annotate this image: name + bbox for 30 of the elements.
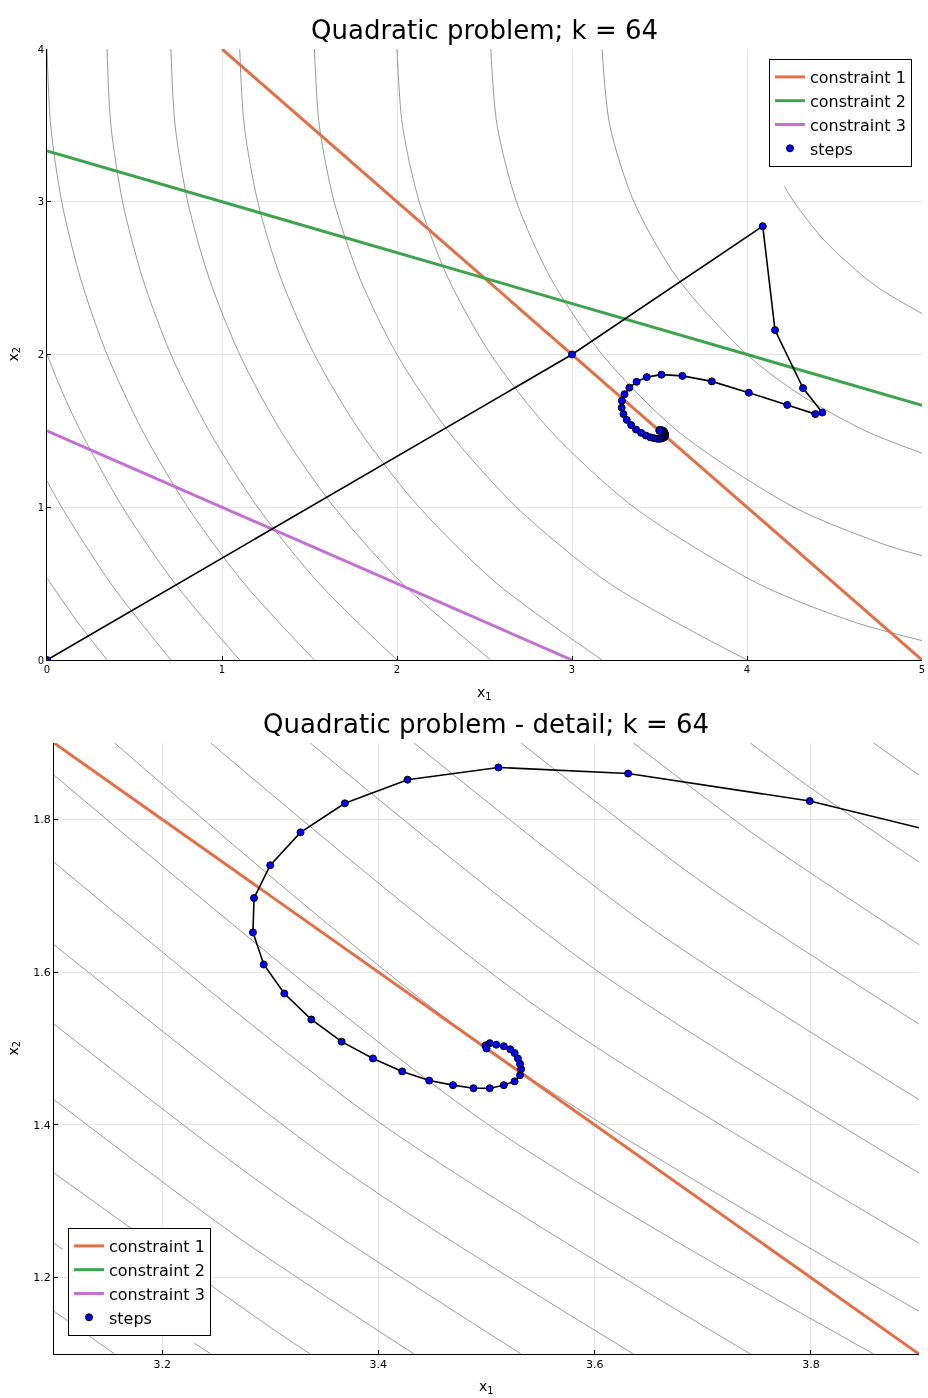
y-tick-label: 0 — [37, 654, 44, 666]
x-tick-label: 3.2 — [153, 1358, 171, 1372]
legend-label: constraint 1 — [109, 1237, 205, 1257]
y-tick-label: 1.4 — [33, 1118, 51, 1132]
x-axis-title: x$_{1}$ — [479, 1378, 494, 1396]
legend-label: steps — [810, 139, 853, 159]
x-tick-label: 5 — [918, 664, 926, 675]
legend-label: constraint 1 — [810, 68, 906, 88]
chart-title: Quadratic problem - detail; k = 64 — [263, 709, 710, 739]
y-tick-label: 1.2 — [33, 1271, 51, 1285]
chart-title: Quadratic problem; k = 64 — [311, 15, 659, 45]
y-tick-label: 1 — [37, 501, 44, 513]
x-tick-label: 1 — [218, 664, 226, 675]
y-tick-label: 1.6 — [33, 965, 51, 979]
y-tick-label: 4 — [37, 43, 44, 55]
x-tick-label: 2 — [393, 664, 401, 675]
y-tick-label: 1.8 — [33, 813, 51, 827]
legend-label: constraint 3 — [810, 115, 906, 135]
x-axis-title: x$_{1}$ — [477, 684, 492, 702]
x-tick-label: 4 — [743, 664, 751, 675]
legend-label: constraint 2 — [109, 1260, 205, 1280]
x-tick-label: 3.6 — [585, 1358, 604, 1372]
x-tick-label: 3.8 — [802, 1358, 820, 1372]
y-tick-label: 2 — [37, 349, 44, 360]
x-tick-label: 3.4 — [369, 1358, 388, 1372]
legend-label: constraint 2 — [810, 91, 906, 111]
y-tick-label: 3 — [37, 196, 44, 208]
legend-label: constraint 3 — [109, 1284, 205, 1304]
x-tick-label: 3 — [568, 664, 576, 675]
legend-label: steps — [109, 1308, 152, 1328]
